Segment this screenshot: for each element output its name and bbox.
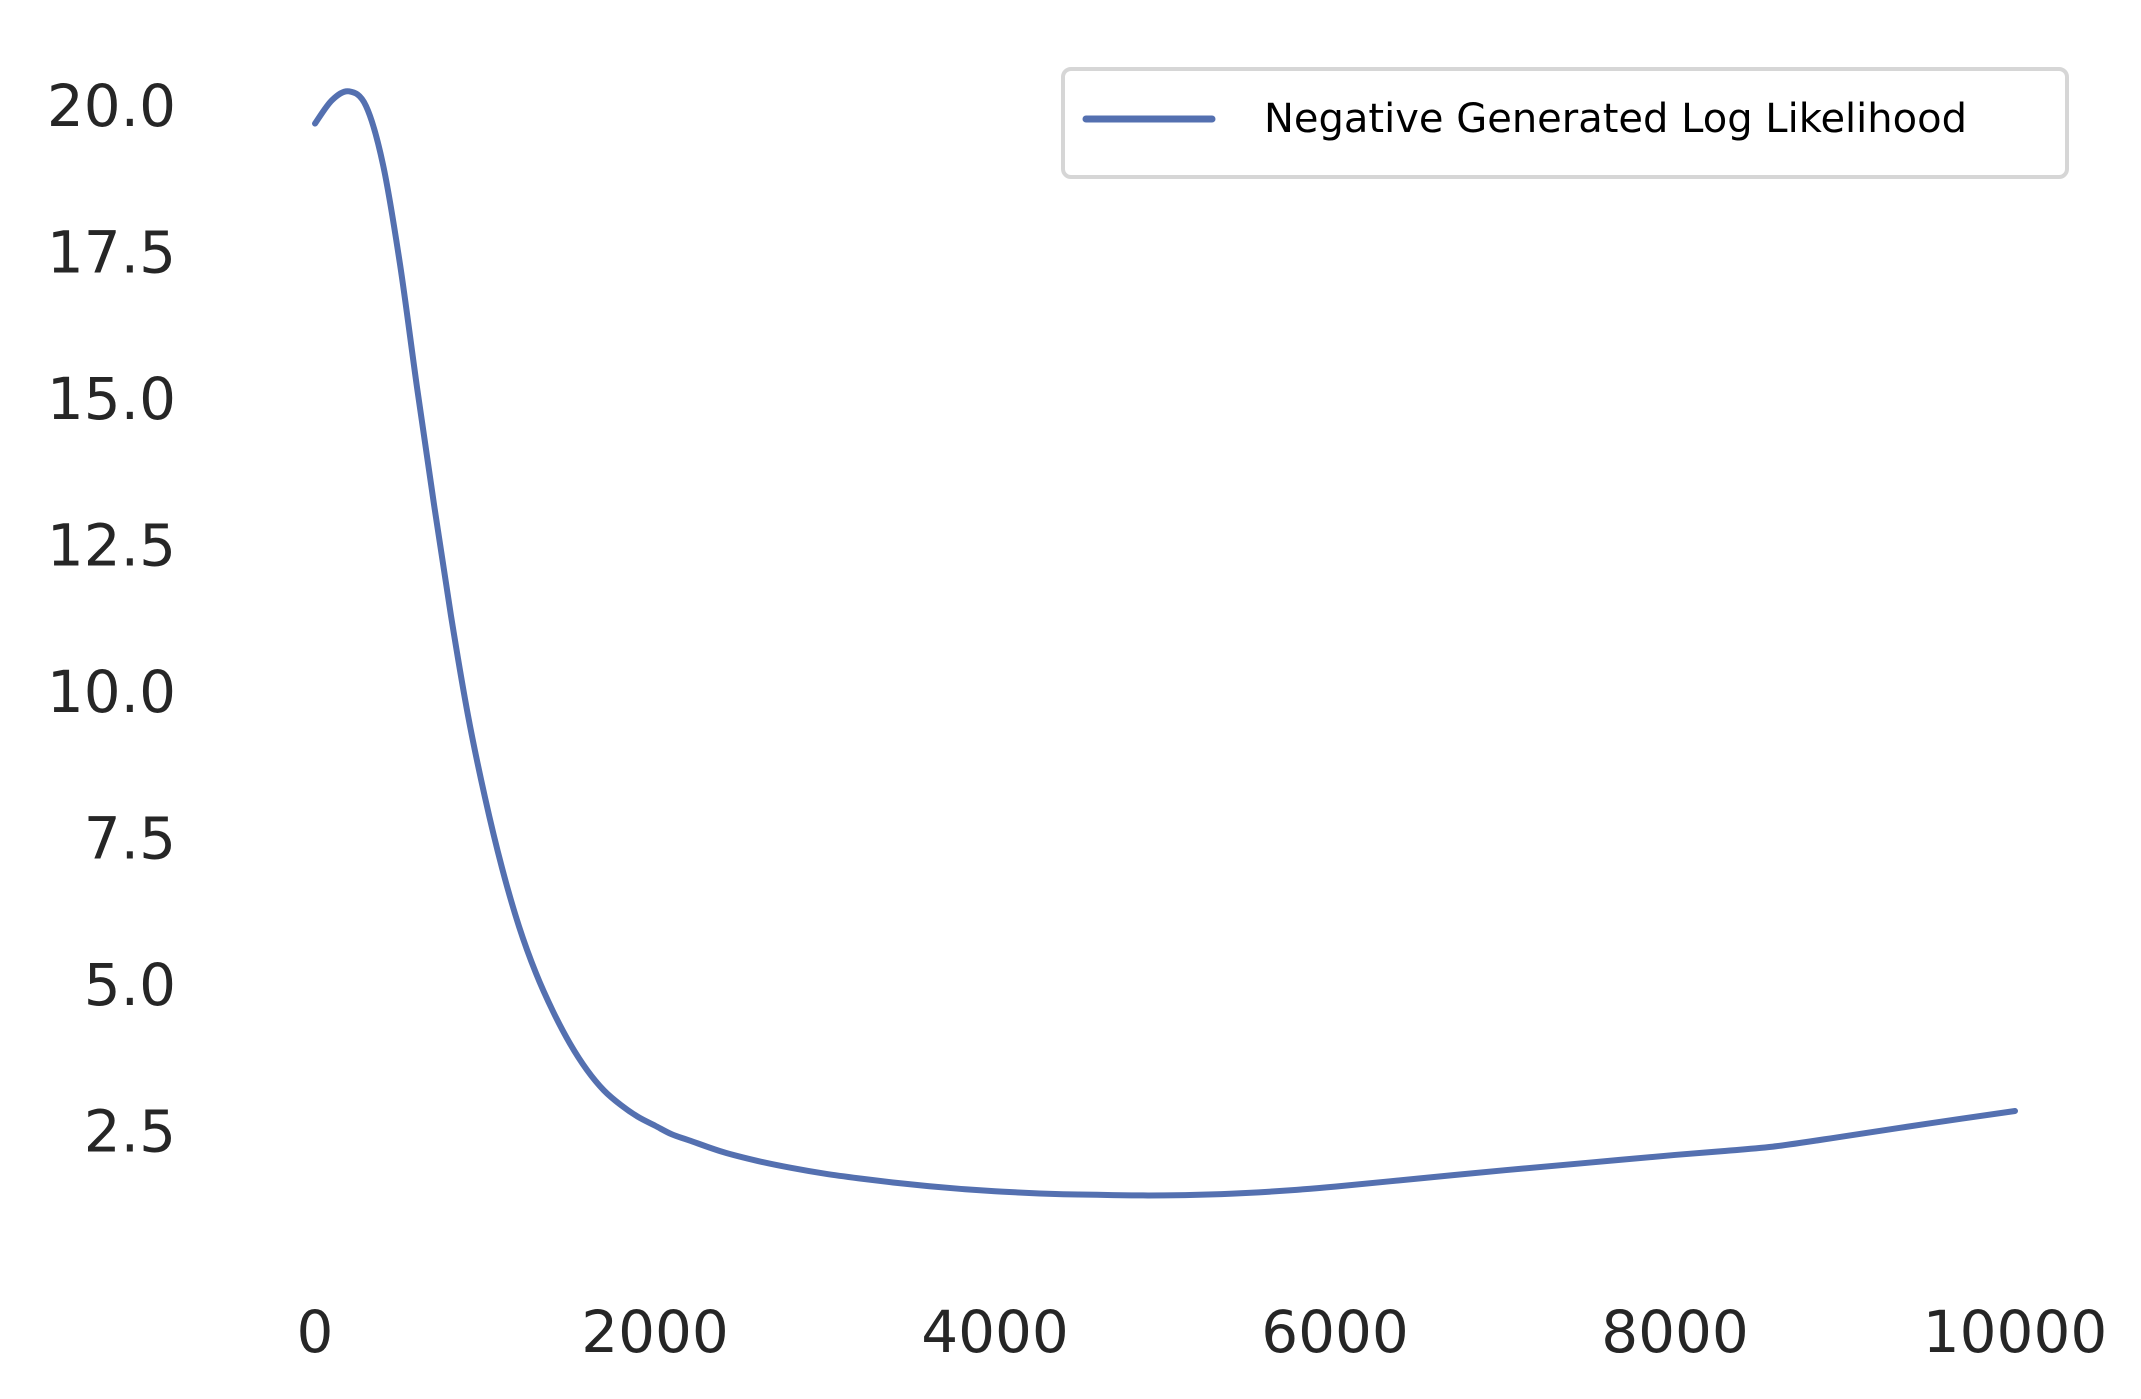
- x-axis-tick-labels: 0 2000 4000 6000 8000 10000: [297, 1298, 2108, 1366]
- x-tick-label: 2000: [581, 1298, 729, 1366]
- y-tick-label: 7.5: [84, 805, 176, 873]
- x-tick-label: 4000: [921, 1298, 1069, 1366]
- x-tick-label: 8000: [1601, 1298, 1749, 1366]
- y-tick-label: 15.0: [47, 365, 176, 433]
- y-tick-label: 2.5: [84, 1098, 176, 1166]
- y-tick-label: 12.5: [47, 512, 176, 580]
- legend-box: [1061, 67, 2069, 179]
- x-tick-label: 10000: [1923, 1298, 2108, 1366]
- legend: Negative Generated Log Likelihood: [1061, 67, 2069, 179]
- y-tick-label: 20.0: [47, 72, 176, 140]
- y-axis-tick-labels: 2.5 5.0 7.5 10.0 12.5 15.0 17.5 20.0: [47, 72, 176, 1166]
- y-tick-label: 17.5: [47, 219, 176, 287]
- y-tick-label: 10.0: [47, 658, 176, 726]
- x-tick-label: 0: [297, 1298, 334, 1366]
- series-layer: [312, 88, 2018, 1199]
- y-tick-label: 5.0: [84, 951, 176, 1019]
- series-line: [312, 88, 2018, 1199]
- x-tick-label: 6000: [1261, 1298, 1409, 1366]
- legend-label: Negative Generated Log Likelihood: [1264, 96, 1967, 142]
